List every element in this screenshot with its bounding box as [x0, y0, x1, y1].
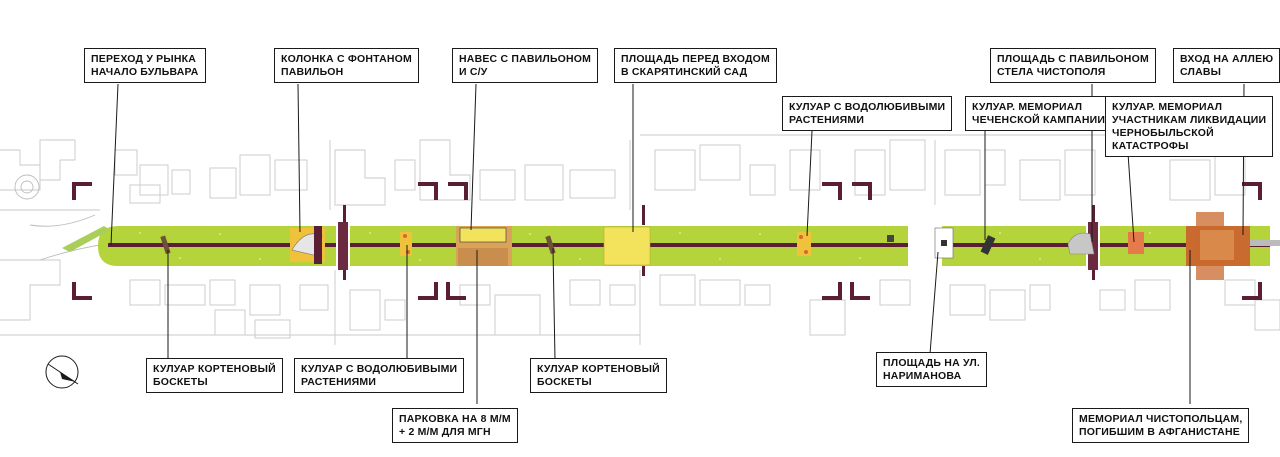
callout-line: В СКАРЯТИНСКИЙ САД: [621, 66, 748, 78]
callout-line: КУЛУАР С ВОДОЛЮБИВЫМИ: [301, 363, 458, 375]
callout-line: КУЛУАР. МЕМОРИАЛ: [972, 101, 1083, 113]
callout-line: СТЕЛА ЧИСТОПОЛЯ: [997, 66, 1106, 78]
callout-line: РАСТЕНИЯМИ: [789, 114, 865, 126]
callout-line: ПАВИЛЬОН: [281, 66, 344, 78]
callout-corten-2: КУЛУАР КОРТЕНОВЫЙ БОСКЕТЫ: [530, 358, 667, 393]
callout-glory: ВХОД НА АЛЛЕЮ СЛАВЫ: [1173, 48, 1280, 83]
features: [62, 212, 1280, 280]
callout-line: + 2 М/М ДЛЯ МГН: [399, 426, 491, 438]
callout-square-garden: ПЛОЩАДЬ ПЕРЕД ВХОДОМ В СКАРЯТИНСКИЙ САД: [614, 48, 777, 83]
callout-line: ПЕРЕХОД У РЫНКА: [91, 53, 197, 65]
boulevard: [98, 205, 1270, 280]
callout-line: ПЛОЩАДЬ НА УЛ.: [883, 357, 980, 369]
callout-line: ЧЕЧЕНСКОЙ КАМПАНИИ: [972, 114, 1106, 126]
callout-line: БОСКЕТЫ: [537, 376, 592, 388]
callout-corten-1: КУЛУАР КОРТЕНОВЫЙ БОСКЕТЫ: [146, 358, 283, 393]
callout-chernobyl: КУЛУАР. МЕМОРИАЛ УЧАСТНИКАМ ЛИКВИДАЦИИ Ч…: [1105, 96, 1274, 157]
callout-line: ПОГИБШИМ В АФГАНИСТАНЕ: [1079, 426, 1240, 438]
callout-line: НАЧАЛО БУЛЬВАРА: [91, 66, 199, 78]
callout-line: КАТАСТРОФЫ: [1112, 140, 1189, 152]
callout-market: ПЕРЕХОД У РЫНКА НАЧАЛО БУЛЬВАРА: [84, 48, 206, 83]
callout-fountain: КОЛОНКА С ФОНТАНОМ ПАВИЛЬОН: [274, 48, 419, 83]
callout-line: НАРИМАНОВА: [883, 370, 962, 382]
callout-line: УЧАСТНИКАМ ЛИКВИДАЦИИ: [1112, 114, 1267, 126]
callout-line: КУЛУАР КОРТЕНОВЫЙ: [153, 363, 276, 375]
context-buildings-bottom: [0, 259, 1280, 345]
callout-line: КУЛУАР. МЕМОРИАЛ: [1112, 101, 1223, 113]
callout-line: ПЛОЩАДЬ С ПАВИЛЬОНОМ: [997, 53, 1149, 65]
roundabout: [14, 174, 101, 261]
callout-line: НАВЕС С ПАВИЛЬОНОМ: [459, 53, 592, 65]
callout-line: ВХОД НА АЛЛЕЮ: [1180, 53, 1274, 65]
callout-coulisse-water: КУЛУАР С ВОДОЛЮБИВЫМИ РАСТЕНИЯМИ: [782, 96, 953, 131]
callout-line: ПЛОЩАДЬ ПЕРЕД ВХОДОМ: [621, 53, 770, 65]
callout-line: И С/У: [459, 66, 488, 78]
callout-stele: ПЛОЩАДЬ С ПАВИЛЬОНОМ СТЕЛА ЧИСТОПОЛЯ: [990, 48, 1156, 83]
callout-line: КОЛОНКА С ФОНТАНОМ: [281, 53, 412, 65]
context-buildings: [0, 134, 1260, 211]
callout-line: БОСКЕТЫ: [153, 376, 208, 388]
callout-canopy: НАВЕС С ПАВИЛЬОНОМ И С/У: [452, 48, 599, 83]
callout-line: КУЛУАР С ВОДОЛЮБИВЫМИ: [789, 101, 946, 113]
callout-line: КУЛУАР КОРТЕНОВЫЙ: [537, 363, 660, 375]
callout-line: ЧЕРНОБЫЛЬСКОЙ: [1112, 127, 1214, 139]
callout-line: МЕМОРИАЛ ЧИСТОПОЛЬЦАМ,: [1079, 413, 1243, 425]
callout-parking: ПАРКОВКА НА 8 М/М + 2 М/М ДЛЯ МГН: [392, 408, 518, 443]
callout-line: СЛАВЫ: [1180, 66, 1222, 78]
north-arrow-icon: [45, 355, 79, 389]
callout-chechen: КУЛУАР. МЕМОРИАЛ ЧЕЧЕНСКОЙ КАМПАНИИ: [965, 96, 1113, 131]
callout-narimanov: ПЛОЩАДЬ НА УЛ. НАРИМАНОВА: [876, 352, 987, 387]
node-brackets: [72, 182, 1262, 300]
callout-line: РАСТЕНИЯМИ: [301, 376, 377, 388]
callout-coulisse-water-2: КУЛУАР С ВОДОЛЮБИВЫМИ РАСТЕНИЯМИ: [294, 358, 465, 393]
callout-line: ПАРКОВКА НА 8 М/М: [399, 413, 511, 425]
callout-afghan: МЕМОРИАЛ ЧИСТОПОЛЬЦАМ, ПОГИБШИМ В АФГАНИ…: [1072, 408, 1250, 443]
